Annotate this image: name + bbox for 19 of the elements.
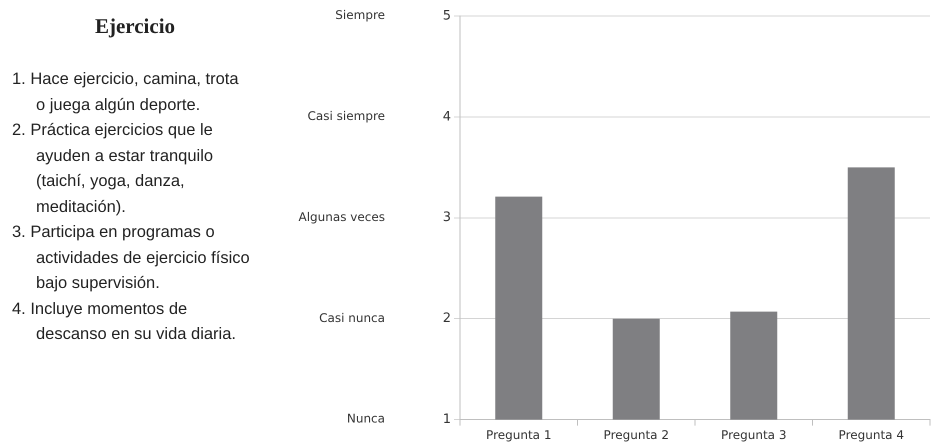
text: Siempre [335, 8, 385, 22]
text: 3. Participa en programas o actividades de ejercicio físico bajo supervisión. [11, 222, 250, 294]
text: Algunas veces [298, 210, 385, 224]
y-tick-label: 3 [442, 210, 451, 226]
x-tick-label: Pregunta 2 [604, 428, 669, 442]
text: 4. Incluye momentos de descanso en su vida diaria. [11, 298, 237, 345]
text: 2. Práctica ejercicios que le ayuden a estar tranquilo (taichí, yoga, danza, meditación). [11, 120, 214, 218]
y-tick-label: 2 [442, 311, 451, 326]
text: Nunca [346, 412, 385, 426]
text: Casi siempre [308, 109, 385, 124]
text: 1. Hace ejercicio, camina, trota o juega algún deporte. [11, 69, 240, 116]
text: Ejercicio [94, 14, 176, 39]
text: Casi nunca [319, 310, 385, 325]
y-tick-label: 1 [442, 412, 451, 427]
y-tick-label: 4 [442, 109, 451, 124]
y-tick-label: 5 [442, 8, 451, 24]
x-tick-label: Pregunta 4 [838, 428, 904, 442]
x-tick-label: Pregunta 3 [721, 428, 786, 442]
x-tick-label: Pregunta 1 [486, 428, 552, 442]
